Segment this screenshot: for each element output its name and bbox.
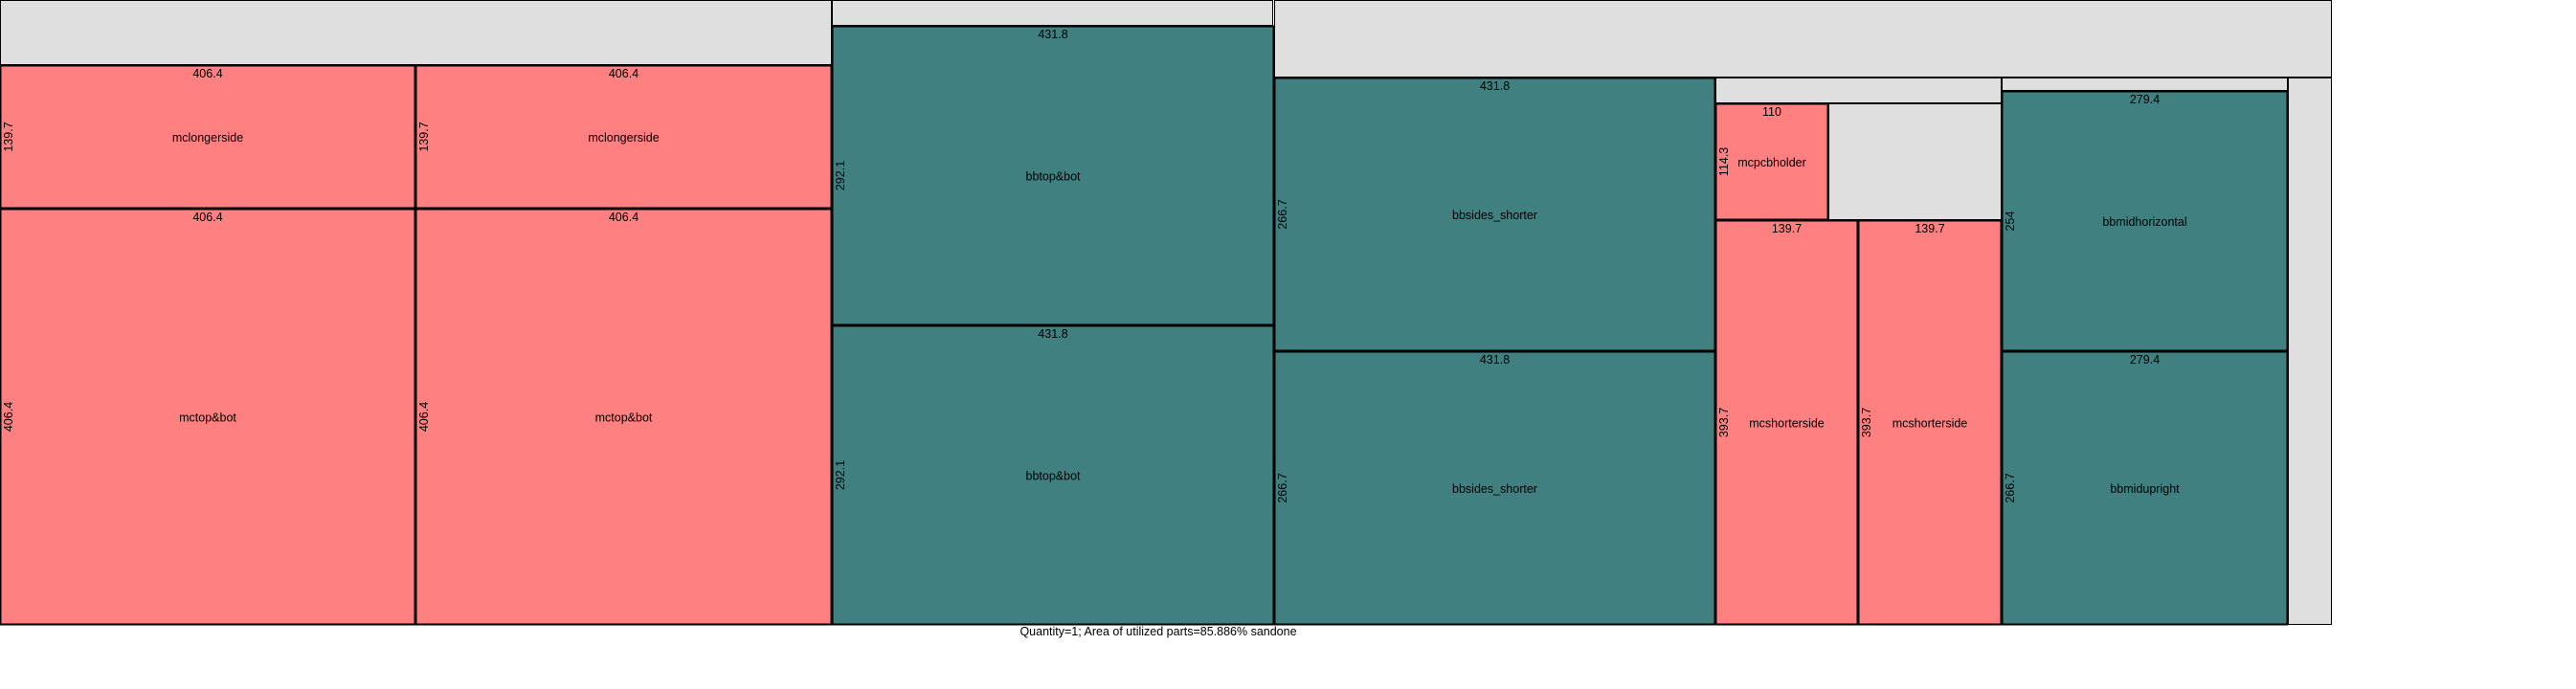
part-name-label: mctop&bot (595, 411, 653, 425)
part-bb-12: 279.4 266.7 bbmidupright (2001, 350, 2289, 626)
part-height-label: 292.1 (834, 161, 847, 190)
part-height-label: 139.7 (417, 122, 431, 151)
part-name-label: mclongerside (172, 131, 243, 144)
part-name-label: mcshorterside (1749, 417, 1825, 431)
waste-region (2288, 78, 2332, 625)
part-name-label: bbsides_shorter (1452, 209, 1537, 222)
part-width-label: 279.4 (2130, 353, 2160, 367)
part-rect (414, 208, 833, 626)
part-width-label: 279.4 (2130, 93, 2160, 106)
layout-caption: Quantity=1; Area of utilized parts=85.88… (1019, 625, 1296, 638)
waste-region (2002, 78, 2288, 91)
waste-regions (0, 0, 2332, 625)
part-rect (1714, 219, 1859, 626)
part-height-label: 139.7 (2, 122, 15, 151)
part-name-label: mclongerside (588, 131, 659, 144)
part-height-label: 266.7 (1276, 199, 1289, 229)
part-width-label: 139.7 (1772, 222, 1802, 235)
part-width-label: 139.7 (1915, 222, 1944, 235)
part-bb-11: 279.4 254 bbmidhorizontal (2001, 90, 2289, 352)
part-rect (831, 324, 1275, 626)
part-rect (0, 64, 416, 210)
part-mc-8: 110 114.3 mcpcbholder (1714, 102, 1829, 221)
part-mc-0: 406.4 139.7 mclongerside (0, 64, 416, 210)
part-name-label: bbmidhorizontal (2102, 215, 2186, 229)
part-mc-10: 139.7 393.7 mcshorterside (1857, 219, 2003, 626)
cut-parts: 406.4 139.7 mclongerside 406.4 139.7 mclonger… (0, 25, 2289, 626)
part-mc-1: 406.4 139.7 mclongerside (414, 64, 833, 210)
part-rect (2001, 90, 2289, 352)
part-height-label: 266.7 (1276, 473, 1289, 502)
part-name-label: mcshorterside (1893, 417, 1968, 431)
part-height-label: 406.4 (417, 402, 431, 432)
waste-region (1274, 0, 2332, 78)
part-rect (1714, 102, 1829, 221)
part-bb-4: 431.8 292.1 bbtop&bot (831, 25, 1275, 326)
part-height-label: 393.7 (1717, 408, 1731, 437)
part-rect (1273, 77, 1716, 352)
part-bb-7: 431.8 266.7 bbsides_shorter (1273, 350, 1716, 626)
part-height-label: 254 (2004, 211, 2017, 232)
part-width-label: 431.8 (1038, 327, 1067, 341)
part-rect (1273, 350, 1716, 626)
waste-region (1828, 103, 2002, 220)
part-width-label: 431.8 (1480, 353, 1510, 367)
waste-region (832, 0, 1273, 26)
part-rect (1857, 219, 2003, 626)
part-rect (831, 25, 1275, 326)
part-width-label: 406.4 (192, 211, 222, 224)
part-name-label: mctop&bot (179, 411, 236, 425)
part-bb-6: 431.8 266.7 bbsides_shorter (1273, 77, 1716, 352)
part-rect (414, 64, 833, 210)
part-height-label: 393.7 (1860, 408, 1873, 437)
part-name-label: bbtop&bot (1026, 470, 1082, 483)
part-rect (2001, 350, 2289, 626)
part-name-label: bbsides_shorter (1452, 482, 1537, 496)
waste-region (0, 0, 832, 65)
part-bb-5: 431.8 292.1 bbtop&bot (831, 324, 1275, 626)
part-height-label: 266.7 (2004, 473, 2017, 502)
part-width-label: 406.4 (609, 211, 638, 224)
part-name-label: mcpcbholder (1737, 156, 1806, 169)
part-width-label: 110 (1762, 105, 1781, 119)
part-mc-2: 406.4 406.4 mctop&bot (0, 208, 416, 626)
part-height-label: 406.4 (2, 402, 15, 432)
part-name-label: bbtop&bot (1026, 170, 1082, 184)
waste-region (1715, 78, 2002, 103)
part-mc-9: 139.7 393.7 mcshorterside (1714, 219, 1859, 626)
part-height-label: 114.3 (1717, 147, 1731, 176)
part-width-label: 431.8 (1480, 79, 1510, 93)
part-width-label: 406.4 (609, 67, 638, 80)
part-rect (0, 208, 416, 626)
part-name-label: bbmidupright (2110, 482, 2180, 496)
part-mc-3: 406.4 406.4 mctop&bot (414, 208, 833, 626)
part-height-label: 292.1 (834, 460, 847, 490)
part-width-label: 431.8 (1038, 28, 1067, 41)
part-width-label: 406.4 (192, 67, 222, 80)
